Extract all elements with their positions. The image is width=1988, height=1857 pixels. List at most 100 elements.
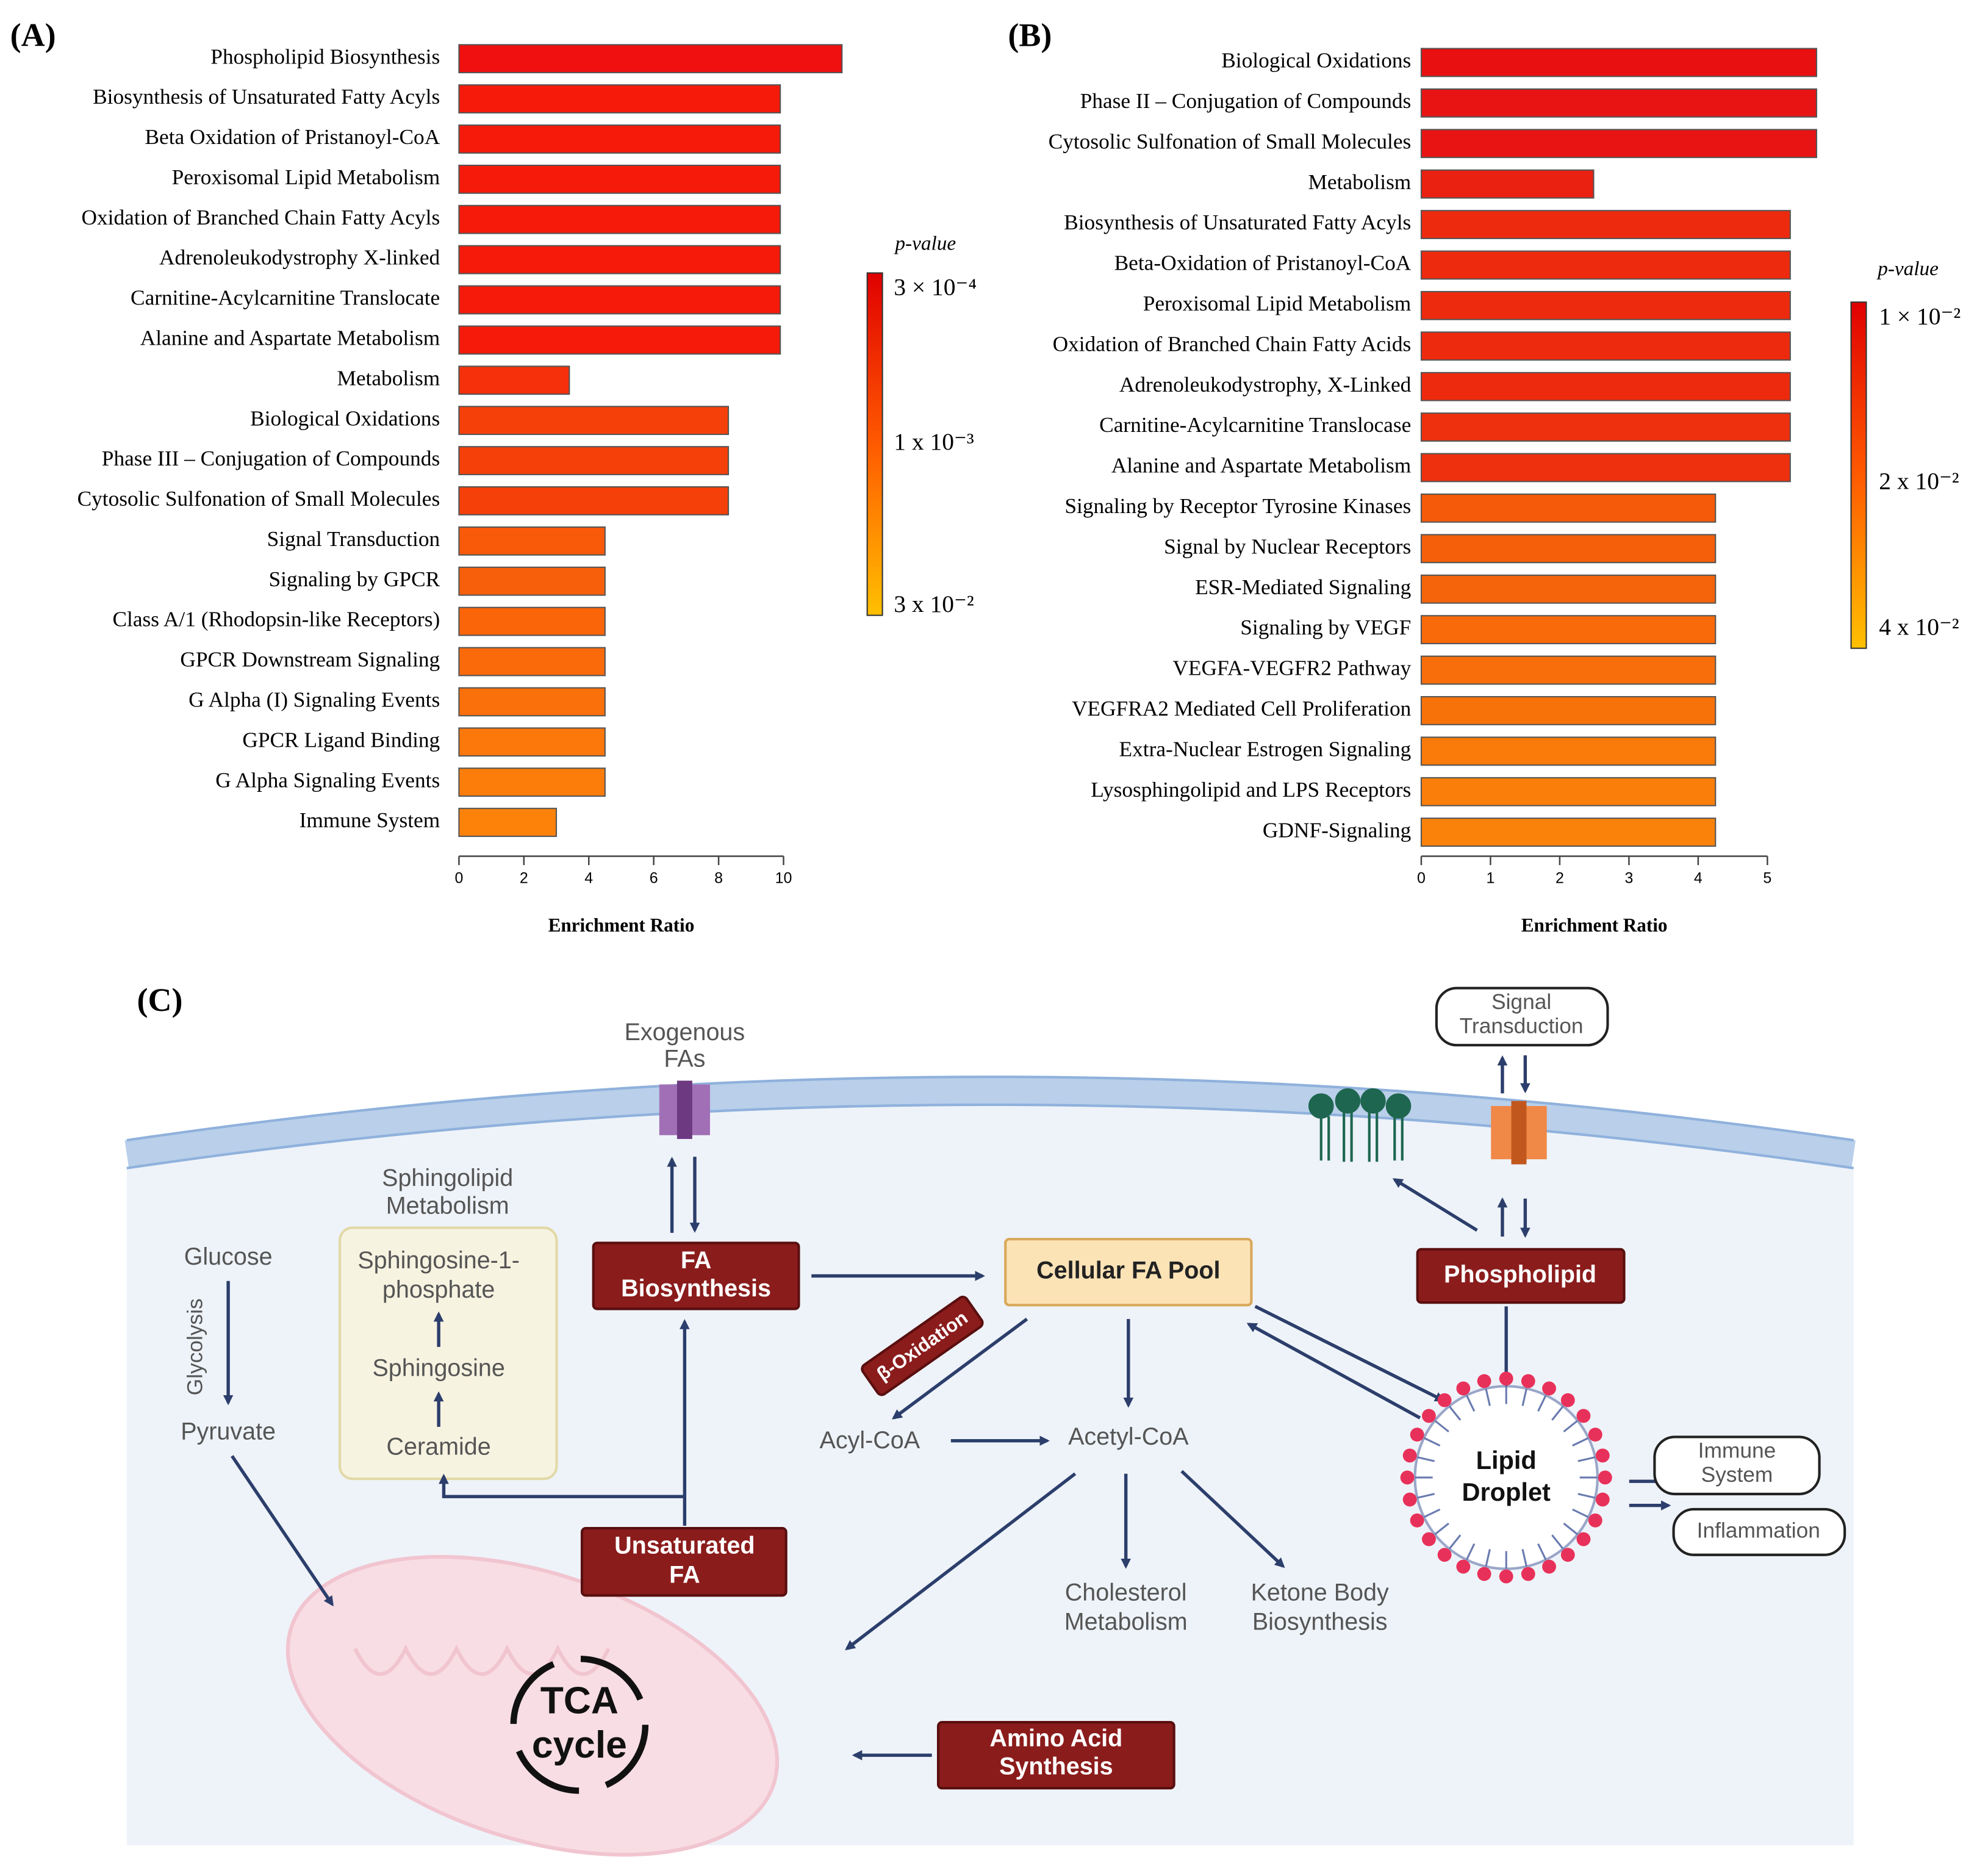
x-tick-label: 4 — [1694, 870, 1703, 887]
droplet-tail — [1577, 1493, 1596, 1499]
x-tick-label: 4 — [584, 870, 593, 887]
droplet-dot — [1422, 1532, 1436, 1546]
droplet-tail — [1416, 1493, 1435, 1499]
x-tick-label: 2 — [1556, 870, 1564, 887]
bar — [1420, 574, 1717, 604]
category-label: GDNF-Signaling — [1263, 818, 1411, 842]
droplet-dot — [1499, 1371, 1513, 1386]
x-tick-label: 5 — [1763, 870, 1771, 887]
node-box — [1435, 986, 1609, 1047]
bar — [1420, 88, 1817, 118]
category-label: Biosynthesis of Unsaturated Fatty Acyls — [93, 85, 440, 109]
node-label: Sphingosine-1- — [357, 1247, 520, 1274]
droplet-dot — [1560, 1548, 1575, 1562]
bar — [458, 406, 730, 436]
colorbar-label: 1 x 10⁻³ — [894, 428, 974, 455]
category-label: Metabolism — [337, 366, 440, 390]
category-label: G Alpha (I) Signaling Events — [188, 688, 440, 711]
category-label: Oxidation of Branched Chain Fatty Acyls — [81, 206, 440, 229]
droplet-tail — [1551, 1534, 1564, 1550]
bar — [1420, 210, 1791, 239]
bar — [1420, 534, 1717, 564]
category-label: Beta-Oxidation of Pristanoyl-CoA — [1114, 251, 1412, 275]
category-label: Signaling by Receptor Tyrosine Kinases — [1064, 494, 1411, 518]
bar — [1420, 453, 1791, 483]
category-label: Carnitine-Acylcarnitine Translocate — [131, 286, 440, 310]
node-label: Amino Acid — [989, 1725, 1122, 1752]
node-box — [1416, 1248, 1626, 1304]
category-label: VEGFA-VEGFR2 Pathway — [1172, 656, 1411, 680]
node-label: phosphate — [382, 1276, 495, 1303]
bar — [1420, 250, 1791, 280]
category-label: GPCR Downstream Signaling — [180, 648, 440, 672]
droplet-dot — [1402, 1448, 1417, 1463]
colorbar-label: 4 x 10⁻² — [1879, 614, 1959, 641]
node-label: Glycolysis — [183, 1298, 207, 1395]
node-label: Immune — [1698, 1439, 1776, 1463]
droplet-dot — [1576, 1409, 1591, 1423]
node-label: Glucose — [184, 1243, 273, 1270]
droplet-dot — [1400, 1470, 1415, 1485]
category-label: Phospholipid Biosynthesis — [210, 45, 440, 68]
diagram-node: Acyl-CoA — [820, 1427, 920, 1454]
colorbar-label: 1 × 10⁻² — [1879, 303, 1961, 329]
lipid-droplet-border — [1400, 1371, 1612, 1584]
node-label: Metabolism — [386, 1193, 509, 1219]
droplet-dot — [1560, 1393, 1575, 1407]
colorbar-title: p-value — [894, 232, 956, 254]
droplet-tail — [1423, 1508, 1441, 1518]
node-label: Phospholipid — [1444, 1261, 1596, 1288]
droplet-tail — [1485, 1549, 1491, 1567]
droplet-dot — [1437, 1548, 1452, 1562]
category-label: Peroxisomal Lipid Metabolism — [1143, 292, 1412, 315]
node-label: Cholesterol — [1065, 1579, 1187, 1606]
droplet-dot — [1499, 1569, 1513, 1584]
droplet-dot — [1576, 1532, 1591, 1546]
node-label: Biosynthesis — [621, 1275, 771, 1302]
node-label: Biosynthesis — [1252, 1608, 1388, 1635]
droplet-tail — [1577, 1456, 1596, 1462]
bar — [1420, 331, 1791, 361]
colorbar — [866, 272, 883, 616]
droplet-dot — [1477, 1567, 1491, 1581]
node-box — [936, 1721, 1175, 1790]
bar — [458, 124, 781, 154]
category-label: Metabolism — [1308, 170, 1412, 194]
droplet-tail — [1521, 1549, 1528, 1567]
droplet-tail — [1416, 1456, 1435, 1462]
node-label: Acetyl-CoA — [1068, 1423, 1189, 1450]
droplet-dot — [1456, 1559, 1471, 1574]
category-label: Signal by Nuclear Receptors — [1164, 534, 1411, 558]
droplet-tail — [1423, 1437, 1441, 1447]
diagram-node: Cellular FA Pool — [1004, 1238, 1253, 1307]
bar — [458, 84, 781, 113]
node-label: cycle — [532, 1724, 627, 1766]
panel-label: (B) — [1008, 16, 1052, 53]
droplet-dot — [1595, 1448, 1610, 1463]
node-box — [592, 1241, 800, 1310]
droplet-tail — [1572, 1437, 1589, 1447]
x-tick-label: 10 — [775, 870, 792, 887]
bar — [458, 365, 570, 395]
category-label: Cytosolic Sulfonation of Small Molecules — [77, 487, 440, 511]
droplet-tail — [1434, 1420, 1449, 1433]
category-label: Peroxisomal Lipid Metabolism — [172, 165, 440, 189]
droplet-dot — [1437, 1393, 1452, 1407]
category-label: Biological Oxidations — [1221, 49, 1411, 73]
diagram-node: Inflammation — [1672, 1507, 1846, 1556]
droplet-tail — [1448, 1405, 1462, 1421]
category-label: Adrenoleukodystrophy X-linked — [159, 246, 440, 270]
category-label: Class A/1 (Rhodopsin-like Receptors) — [112, 608, 440, 631]
droplet-tail — [1537, 1395, 1547, 1412]
diagram-node: Glucose — [184, 1243, 273, 1270]
colorbar — [1850, 301, 1867, 649]
droplet-dot — [1422, 1409, 1436, 1423]
node-label: Acyl-CoA — [820, 1427, 920, 1454]
droplet-tail — [1537, 1543, 1547, 1561]
